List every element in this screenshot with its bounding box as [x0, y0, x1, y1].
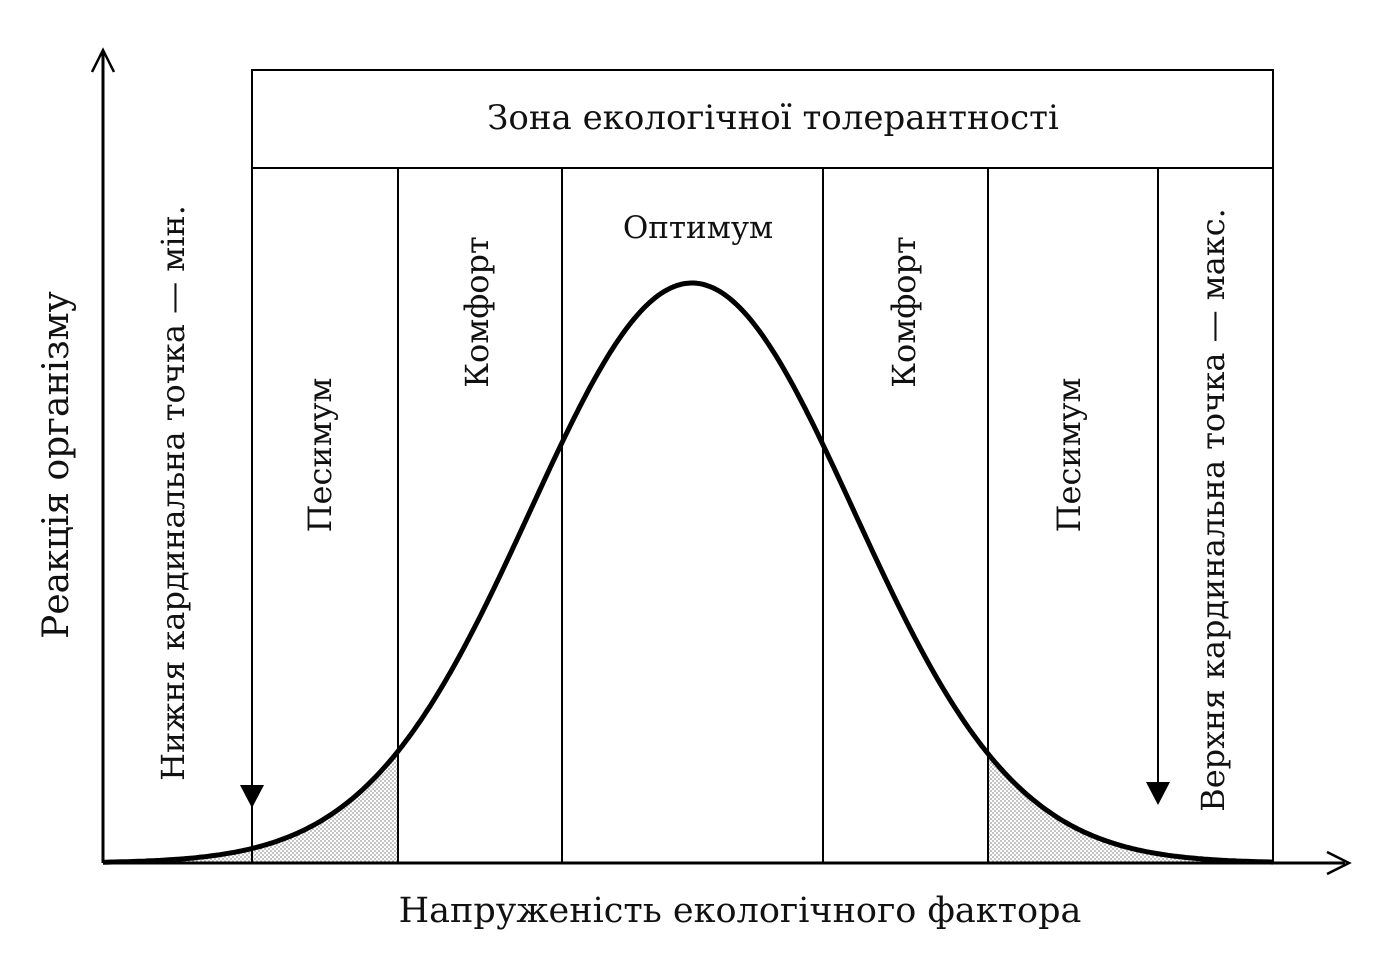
y-axis-label: Реакція організму: [36, 291, 77, 639]
x-axis-arrow-icon: [1326, 850, 1352, 876]
tolerance-curve: [103, 280, 1274, 865]
upper-cardinal-arrowhead: [1146, 782, 1170, 805]
lower-cardinal-point-label: Нижня кардинальна точка — мін.: [154, 205, 192, 781]
lower-cardinal-arrowhead: [240, 785, 264, 808]
zone-label-pessimum-right: Песимум: [1050, 378, 1088, 533]
y-axis-arrow-icon: [90, 47, 116, 73]
zone-label-optimum: Оптимум: [623, 210, 773, 246]
pessimum-right-shade: [988, 753, 1230, 863]
zone-label-pessimum-left: Песимум: [301, 378, 339, 533]
x-axis-label: Напруженість екологічного фактора: [399, 891, 1082, 931]
upper-cardinal-point-label: Верхня кардинальна точка — макс.: [1194, 208, 1232, 812]
zone-label-comfort-left: Комфорт: [458, 236, 496, 387]
tolerance-zone-title: Зона екологічної толерантності: [487, 98, 1059, 138]
zone-label-comfort-right: Комфорт: [885, 236, 923, 387]
pessimum-left-shade: [160, 751, 398, 863]
